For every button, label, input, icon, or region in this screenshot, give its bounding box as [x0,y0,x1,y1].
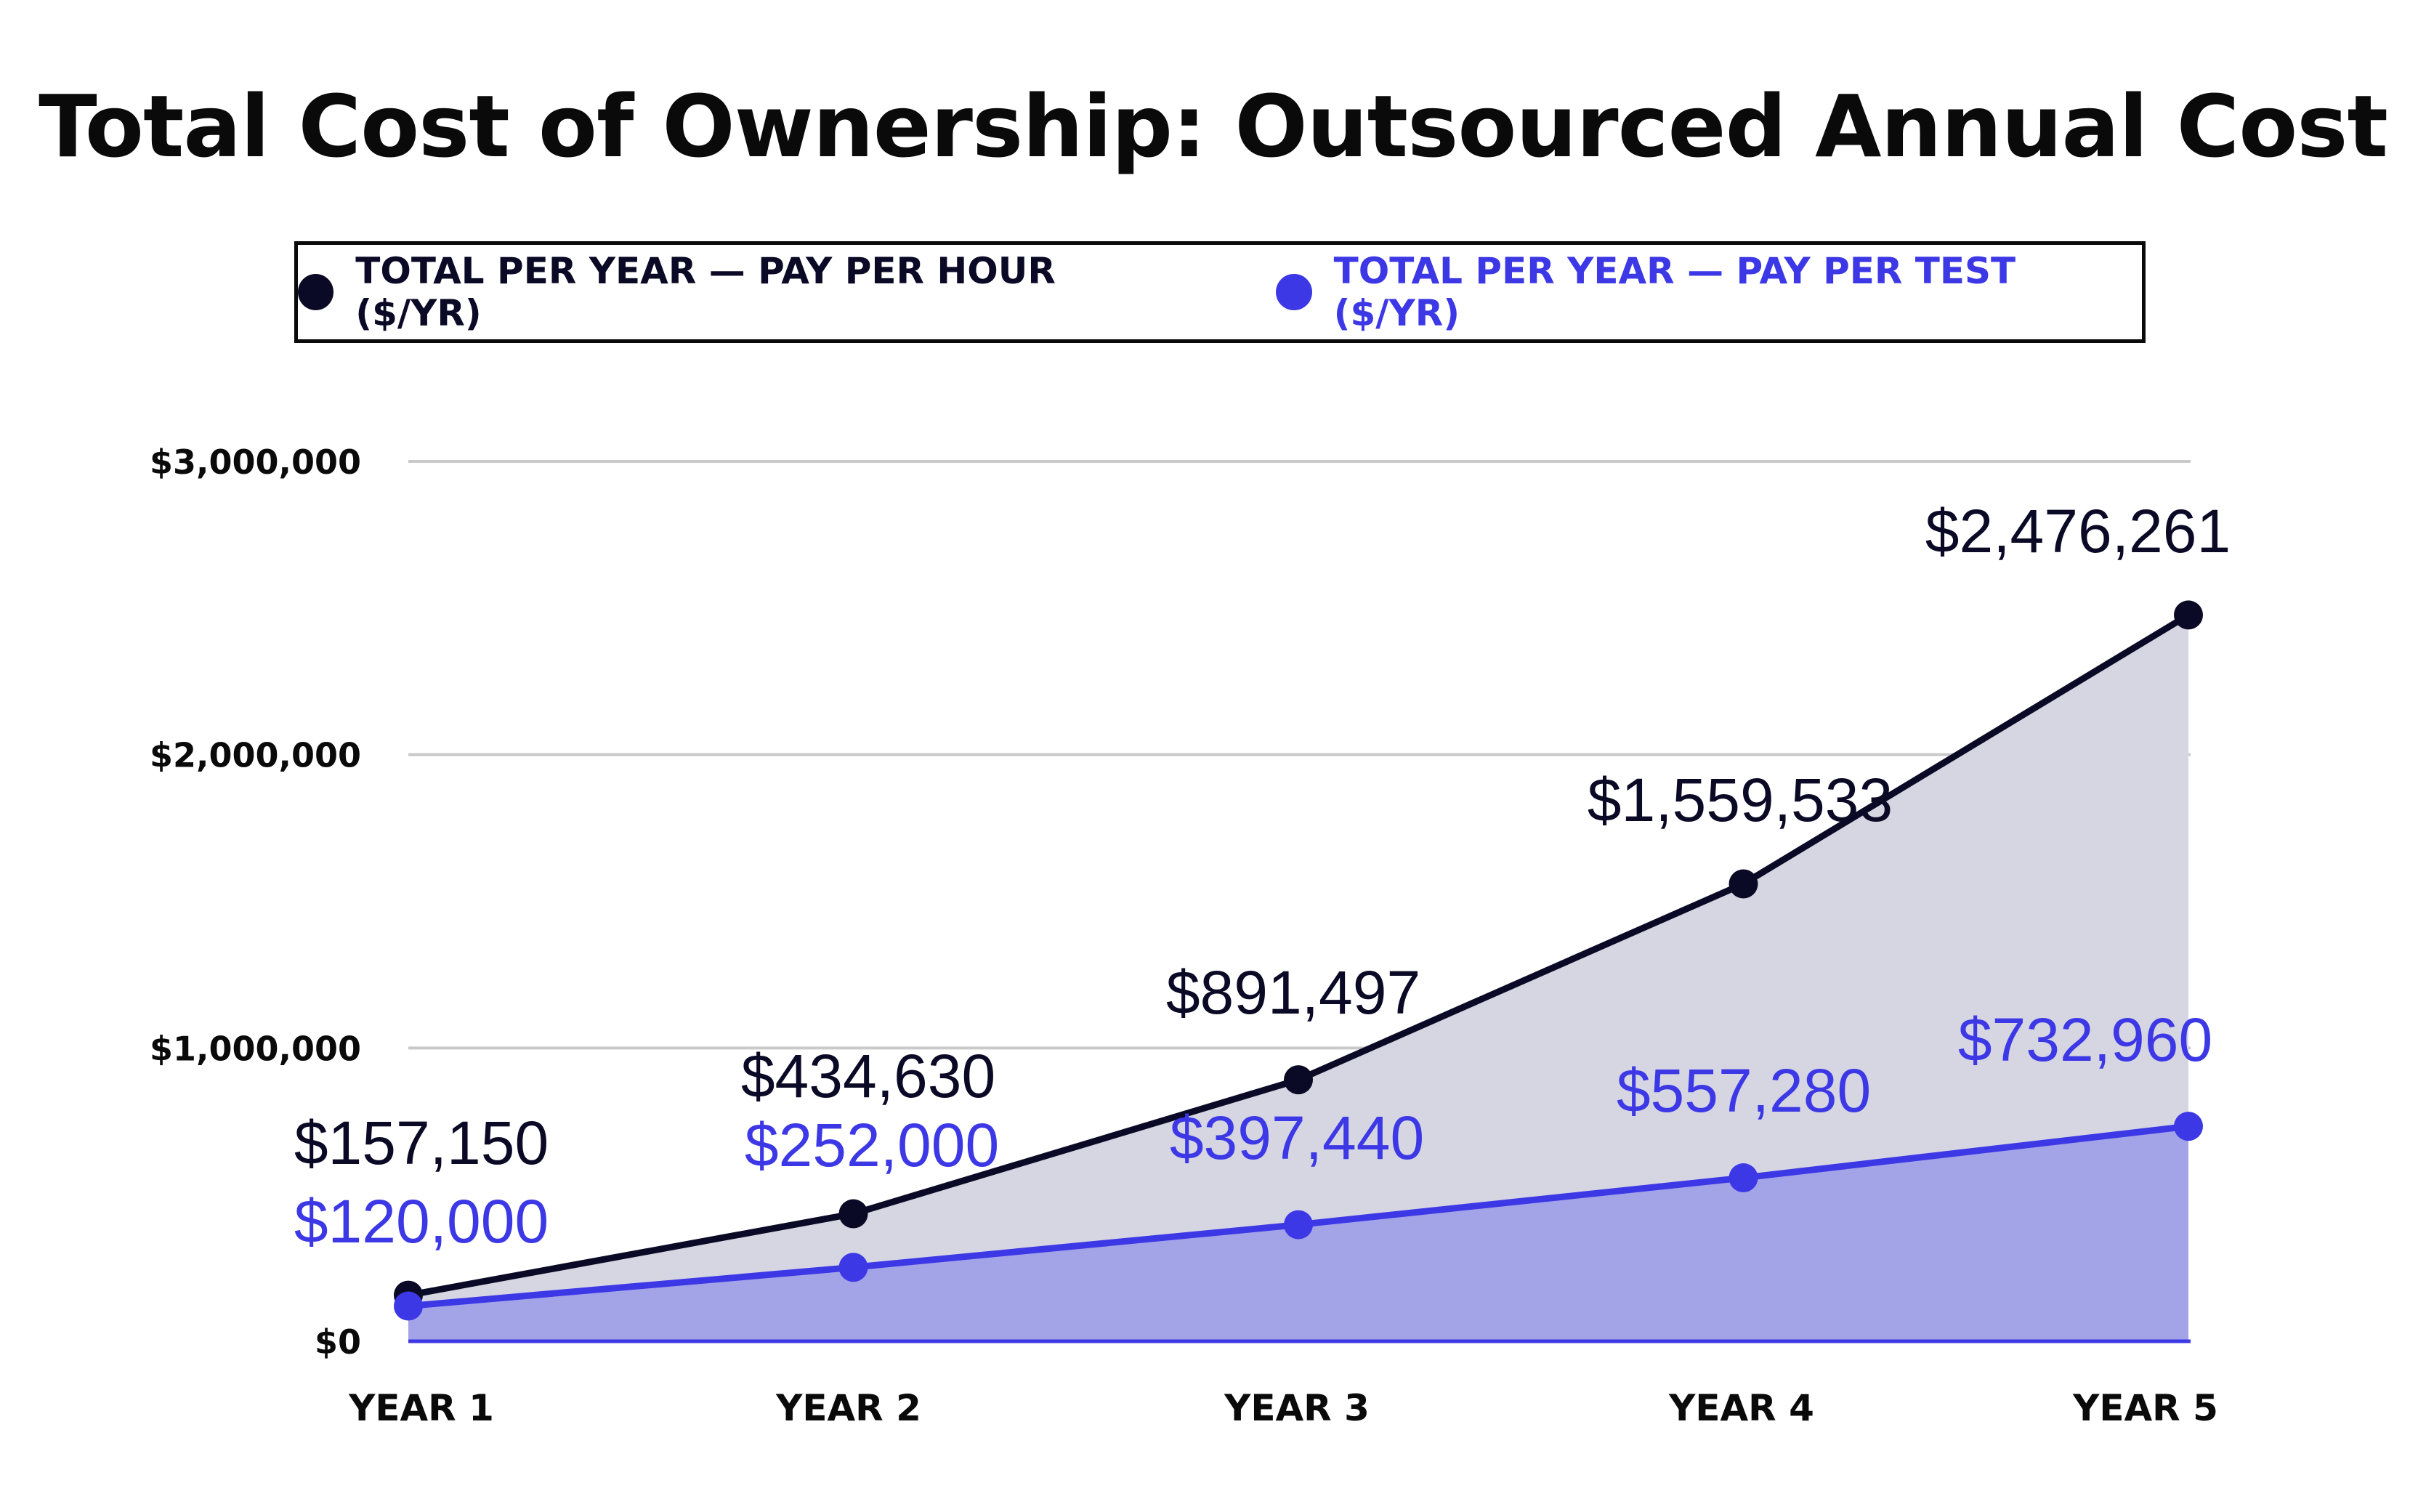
data-label-series-1-3: $557,280 [1617,1056,1871,1125]
y-tick-label-1: $1,000,000 [150,1029,361,1068]
y-tick-label-3: $3,000,000 [150,442,361,482]
data-label-series-0-1: $434,630 [741,1042,995,1110]
x-tick-label-3: YEAR 4 [1668,1387,1814,1429]
legend-item-pay-per-hour: TOTAL PER YEAR — PAY PER HOUR ($/YR) [298,250,1181,334]
x-tick-label-1: YEAR 2 [775,1387,921,1429]
legend: TOTAL PER YEAR — PAY PER HOUR ($/YR) TOT… [294,241,2146,343]
data-label-series-0-2: $891,497 [1166,958,1420,1027]
legend-dot-pay-per-hour [298,274,334,310]
point-series-0-2 [1284,1065,1313,1095]
data-label-series-0-0: $157,150 [294,1109,549,1177]
data-label-series-1-0: $120,000 [294,1187,549,1256]
data-label-series-0-4: $2,476,261 [1925,497,2231,565]
chart-title: Total Cost of Ownership: Outsourced Annu… [39,76,2388,177]
point-series-1-1 [838,1253,868,1282]
data-label-series-0-3: $1,559,533 [1588,766,1893,834]
data-label-series-1-4: $732,960 [1958,1006,2212,1074]
y-tick-label-2: $2,000,000 [150,736,361,775]
point-series-1-4 [2174,1112,2203,1141]
point-series-1-2 [1284,1210,1313,1240]
legend-item-pay-per-test: TOTAL PER YEAR — PAY PER TEST ($/YR) [1276,250,2142,334]
y-tick-label-0: $0 [315,1322,361,1362]
legend-dot-pay-per-test [1276,274,1312,310]
data-label-series-1-1: $252,000 [745,1111,999,1179]
point-series-0-3 [1728,869,1758,899]
point-series-1-3 [1728,1163,1758,1193]
point-series-1-0 [394,1291,423,1321]
point-series-0-1 [838,1199,868,1229]
x-tick-label-0: YEAR 1 [348,1387,494,1429]
point-series-0-4 [2174,600,2203,630]
x-tick-label-2: YEAR 3 [1224,1387,1370,1429]
area-series-0 [408,615,2188,1341]
legend-label-pay-per-hour: TOTAL PER YEAR — PAY PER HOUR ($/YR) [355,250,1056,334]
legend-label-pay-per-test: TOTAL PER YEAR — PAY PER TEST ($/YR) [1333,250,2016,334]
x-tick-label-4: YEAR 5 [2072,1387,2218,1429]
data-label-series-1-2: $397,440 [1170,1104,1424,1172]
